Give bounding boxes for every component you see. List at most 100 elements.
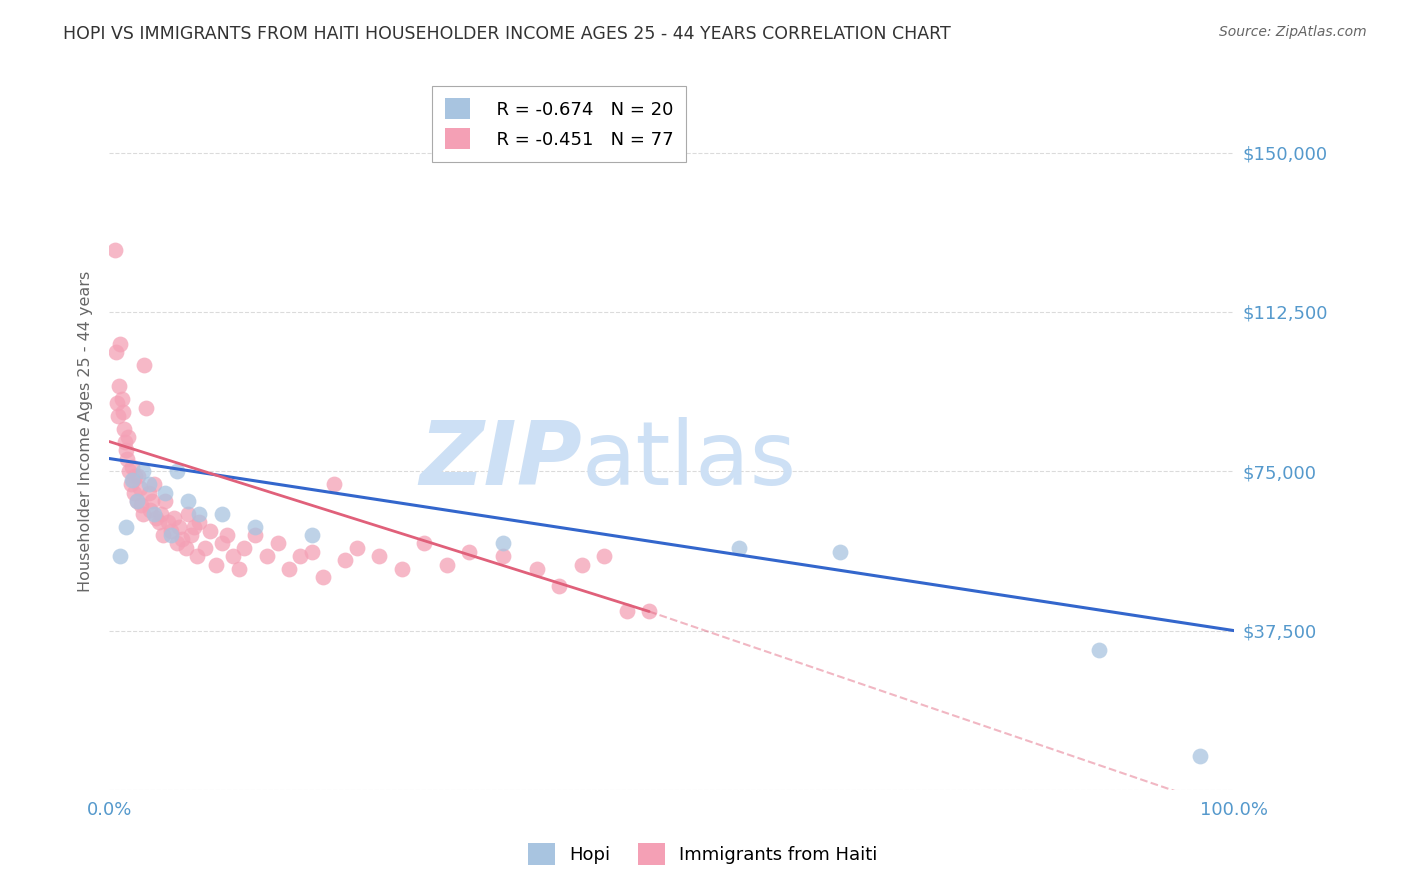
Point: [177, 507, 200, 521]
Point: [188, 507, 211, 521]
Point: [205, 558, 228, 572]
Point: [138, 477, 160, 491]
Point: [278, 562, 301, 576]
Point: [217, 528, 239, 542]
Point: [156, 515, 179, 529]
Point: [114, 434, 136, 449]
Point: [115, 519, 138, 533]
Point: [312, 570, 335, 584]
Point: [174, 541, 197, 555]
Legend:   R = -0.674   N = 20,   R = -0.451   N = 77: R = -0.674 N = 20, R = -0.451 N = 77: [432, 86, 686, 161]
Point: [177, 494, 200, 508]
Point: [638, 605, 661, 619]
Legend: Hopi, Immigrants from Haiti: Hopi, Immigrants from Haiti: [519, 834, 887, 874]
Point: [135, 401, 157, 415]
Point: [413, 536, 436, 550]
Point: [194, 541, 217, 555]
Point: [180, 528, 202, 542]
Point: [110, 392, 132, 406]
Point: [160, 528, 183, 542]
Point: [233, 541, 256, 555]
Point: [166, 464, 188, 478]
Point: [127, 468, 149, 483]
Point: [222, 549, 245, 564]
Point: [211, 536, 233, 550]
Point: [121, 473, 143, 487]
Text: atlas: atlas: [582, 417, 797, 504]
Point: [155, 485, 177, 500]
Point: [145, 511, 167, 525]
Point: [163, 511, 186, 525]
Point: [111, 405, 134, 419]
Point: [112, 422, 135, 436]
Point: [118, 464, 141, 478]
Point: [245, 519, 267, 533]
Point: [108, 379, 131, 393]
Text: Source: ZipAtlas.com: Source: ZipAtlas.com: [1219, 25, 1367, 39]
Point: [122, 485, 145, 500]
Text: ZIP: ZIP: [419, 417, 582, 504]
Point: [172, 533, 194, 547]
Point: [256, 549, 278, 564]
Point: [104, 345, 127, 359]
Point: [335, 553, 357, 567]
Point: [228, 562, 250, 576]
Point: [166, 536, 188, 550]
Point: [830, 545, 852, 559]
Y-axis label: Householder Income Ages 25 - 44 years: Householder Income Ages 25 - 44 years: [79, 271, 93, 592]
Point: [267, 536, 290, 550]
Point: [211, 507, 233, 521]
Point: [121, 473, 143, 487]
Point: [301, 545, 323, 559]
Point: [104, 244, 127, 258]
Point: [728, 541, 751, 555]
Point: [132, 507, 155, 521]
Point: [105, 396, 128, 410]
Point: [138, 502, 160, 516]
Point: [152, 528, 174, 542]
Point: [436, 558, 458, 572]
Point: [127, 494, 149, 508]
Point: [110, 549, 132, 564]
Point: [458, 545, 481, 559]
Point: [117, 430, 139, 444]
Point: [160, 524, 183, 538]
Point: [155, 494, 177, 508]
Point: [143, 477, 166, 491]
Point: [129, 498, 152, 512]
Point: [141, 494, 163, 508]
Point: [107, 409, 129, 423]
Point: [188, 515, 211, 529]
Point: [115, 443, 138, 458]
Point: [391, 562, 413, 576]
Point: [593, 549, 616, 564]
Point: [110, 336, 132, 351]
Point: [128, 481, 150, 495]
Point: [492, 536, 515, 550]
Point: [127, 494, 149, 508]
Point: [616, 605, 638, 619]
Point: [245, 528, 267, 542]
Point: [132, 358, 155, 372]
Point: [323, 477, 346, 491]
Point: [138, 485, 160, 500]
Point: [167, 519, 190, 533]
Point: [346, 541, 368, 555]
Point: [368, 549, 391, 564]
Text: HOPI VS IMMIGRANTS FROM HAITI HOUSEHOLDER INCOME AGES 25 - 44 YEARS CORRELATION : HOPI VS IMMIGRANTS FROM HAITI HOUSEHOLDE…: [63, 25, 950, 43]
Point: [132, 464, 155, 478]
Point: [120, 477, 142, 491]
Point: [148, 515, 170, 529]
Point: [183, 519, 205, 533]
Point: [548, 579, 571, 593]
Point: [200, 524, 222, 538]
Point: [290, 549, 312, 564]
Point: [1189, 748, 1212, 763]
Point: [301, 528, 323, 542]
Point: [115, 451, 138, 466]
Point: [143, 507, 166, 521]
Point: [571, 558, 593, 572]
Point: [124, 468, 146, 483]
Point: [526, 562, 548, 576]
Point: [121, 460, 143, 475]
